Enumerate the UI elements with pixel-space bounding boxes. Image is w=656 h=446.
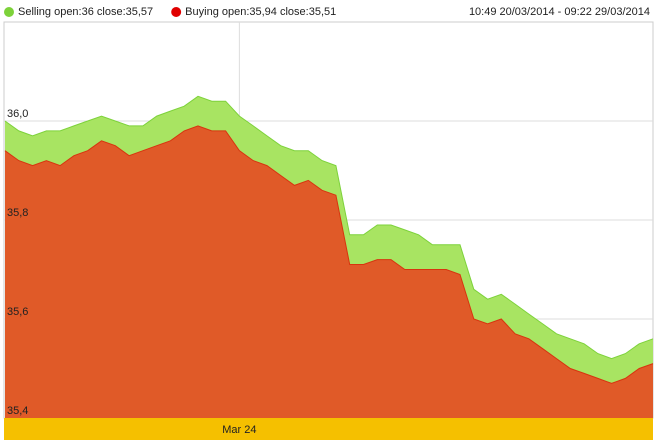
legend-label: Selling open:36 close:35,57 bbox=[18, 6, 153, 18]
x-tick-label: Mar 24 bbox=[222, 424, 256, 436]
y-tick-label: 35,4 bbox=[7, 405, 28, 417]
area-line bbox=[4, 125, 654, 384]
legend-marker bbox=[171, 7, 182, 17]
area-line bbox=[4, 95, 654, 360]
area-fill bbox=[5, 125, 653, 419]
y-tick-label: 36,0 bbox=[7, 108, 28, 120]
legend-marker bbox=[4, 7, 14, 17]
legend-label: Buying open:35,94 close:35,51 bbox=[185, 6, 336, 18]
y-tick-label: 35,6 bbox=[7, 306, 28, 318]
x-axis-band bbox=[4, 418, 653, 440]
date-range: 10:49 20/03/2014 - 09:22 29/03/2014 bbox=[469, 6, 650, 18]
y-tick-label: 35,8 bbox=[7, 207, 28, 219]
